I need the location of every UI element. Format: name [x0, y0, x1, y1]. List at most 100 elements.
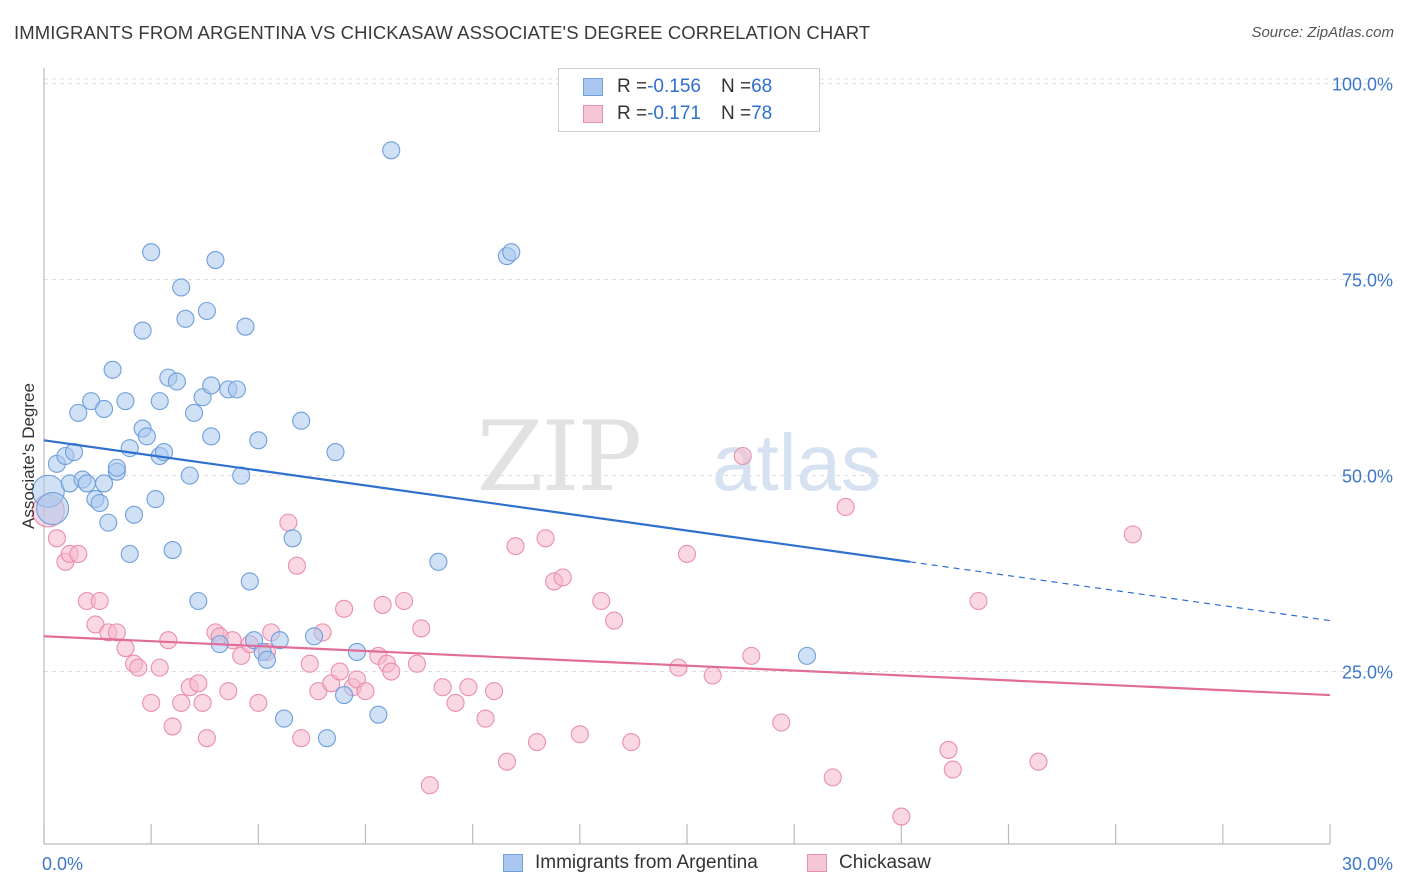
point-chickasaw: [287, 556, 306, 575]
chart-title: IMMIGRANTS FROM ARGENTINA VS CHICKASAW A…: [14, 22, 871, 43]
point-chickasaw: [129, 658, 148, 677]
point-chickasaw: [395, 591, 414, 611]
point-argentina: [167, 372, 186, 391]
point-chickasaw: [703, 666, 722, 685]
point-chickasaw: [733, 446, 752, 466]
point-argentina: [142, 243, 161, 262]
legend-n-label: N =: [720, 103, 752, 124]
bottom-legend-chickasaw: Chickasaw: [807, 852, 931, 874]
legend-n-value: 78: [751, 103, 773, 124]
y-tick-label: 75.0%: [1342, 271, 1393, 291]
point-argentina: [146, 490, 165, 509]
point-chickasaw: [1123, 525, 1142, 544]
point-chickasaw: [412, 619, 431, 638]
point-argentina: [124, 505, 144, 524]
watermark: ZIP atlas: [477, 401, 881, 513]
y-tick-label: 100.0%: [1332, 75, 1393, 95]
point-argentina: [94, 474, 114, 493]
correlation-legend: R = -0.156 N = 68 R = -0.171 N = 78: [558, 68, 820, 132]
point-chickasaw: [446, 693, 465, 712]
point-argentina: [502, 243, 521, 262]
bottom-legend-label: Immigrants from Argentina: [535, 852, 758, 873]
point-argentina: [270, 631, 289, 650]
bottom-legend-label: Chickasaw: [839, 852, 931, 873]
point-argentina: [429, 552, 448, 571]
point-argentina: [202, 376, 221, 395]
point-argentina: [240, 572, 259, 591]
point-chickasaw: [356, 682, 375, 701]
point-argentina: [99, 513, 118, 532]
point-chickasaw: [407, 654, 426, 673]
point-argentina: [202, 427, 221, 446]
legend-swatch-blue: [583, 78, 603, 96]
point-chickasaw: [536, 529, 555, 548]
point-argentina: [797, 646, 817, 665]
point-chickasaw: [485, 682, 504, 701]
point-chickasaw: [279, 513, 298, 532]
legend-r-value: -0.156: [647, 76, 701, 97]
point-chickasaw: [497, 752, 517, 771]
point-chickasaw: [969, 591, 988, 611]
legend-swatch-pink: [583, 105, 603, 123]
bottom-legend-swatch-blue: [503, 854, 523, 872]
legend-n-label: N =: [720, 76, 752, 97]
point-chickasaw: [163, 717, 182, 736]
point-chickasaw: [373, 595, 392, 614]
trend-line-chickasaw: [43, 635, 1331, 697]
point-argentina: [172, 278, 191, 297]
point-chickasaw: [592, 591, 611, 611]
legend-r-label: R =: [617, 103, 648, 124]
point-argentina: [257, 650, 276, 669]
point-argentina: [189, 591, 208, 611]
legend-row-chickasaw: R = -0.171 N = 78: [583, 101, 772, 127]
point-argentina: [292, 411, 311, 430]
point-argentina: [335, 686, 354, 705]
point-chickasaw: [90, 591, 109, 611]
point-chickasaw: [335, 599, 354, 618]
point-argentina: [236, 317, 255, 336]
bottom-legend-swatch-pink: [807, 854, 827, 872]
point-argentina: [150, 392, 169, 411]
point-chickasaw: [193, 693, 212, 712]
point-chickasaw: [292, 729, 311, 748]
legend-r-label: R =: [617, 76, 648, 97]
point-argentina: [116, 392, 135, 411]
point-chickasaw: [107, 623, 126, 642]
point-argentina: [133, 321, 152, 340]
point-argentina: [94, 399, 114, 419]
point-chickasaw: [330, 662, 349, 681]
point-argentina: [305, 627, 324, 646]
point-chickasaw: [1029, 752, 1048, 771]
point-chickasaw: [553, 568, 572, 587]
point-chickasaw: [476, 709, 495, 728]
point-argentina: [69, 403, 88, 422]
point-chickasaw: [189, 674, 208, 693]
point-argentina: [137, 427, 156, 446]
point-chickasaw: [433, 678, 452, 697]
tick-labels: 25.0% 50.0% 75.0% 100.0% 0.0% 30.0%: [42, 75, 1393, 874]
trend-line-argentina-extension: [909, 561, 1331, 622]
point-argentina: [227, 380, 246, 399]
point-argentina: [180, 466, 199, 485]
point-argentina: [283, 529, 302, 548]
axes: [43, 68, 1331, 845]
point-chickasaw: [622, 733, 641, 752]
point-chickasaw: [47, 529, 66, 548]
y-tick-label: 25.0%: [1342, 663, 1393, 683]
x-tick-label: 0.0%: [42, 854, 83, 874]
trend-lines: [43, 439, 1331, 697]
point-argentina: [184, 403, 204, 422]
legend-r-value: -0.171: [647, 103, 701, 124]
trend-line-argentina: [43, 439, 911, 563]
point-argentina: [275, 709, 294, 728]
point-argentina: [326, 443, 345, 462]
point-argentina: [163, 541, 182, 560]
point-chickasaw: [116, 638, 135, 658]
point-chickasaw: [69, 544, 88, 564]
y-tick-label: 50.0%: [1342, 467, 1393, 487]
point-argentina: [317, 729, 336, 748]
point-argentina: [176, 309, 195, 328]
point-argentina: [90, 493, 109, 513]
point-chickasaw: [159, 631, 178, 650]
